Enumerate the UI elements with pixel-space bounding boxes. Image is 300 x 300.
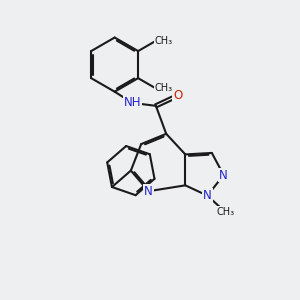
Text: CH₃: CH₃ <box>155 37 173 46</box>
Text: CH₃: CH₃ <box>216 207 234 217</box>
Text: N: N <box>203 189 212 202</box>
Text: O: O <box>173 89 183 102</box>
Text: N: N <box>144 185 153 198</box>
Text: NH: NH <box>124 96 141 110</box>
Text: N: N <box>219 169 228 182</box>
Text: CH₃: CH₃ <box>155 83 173 93</box>
